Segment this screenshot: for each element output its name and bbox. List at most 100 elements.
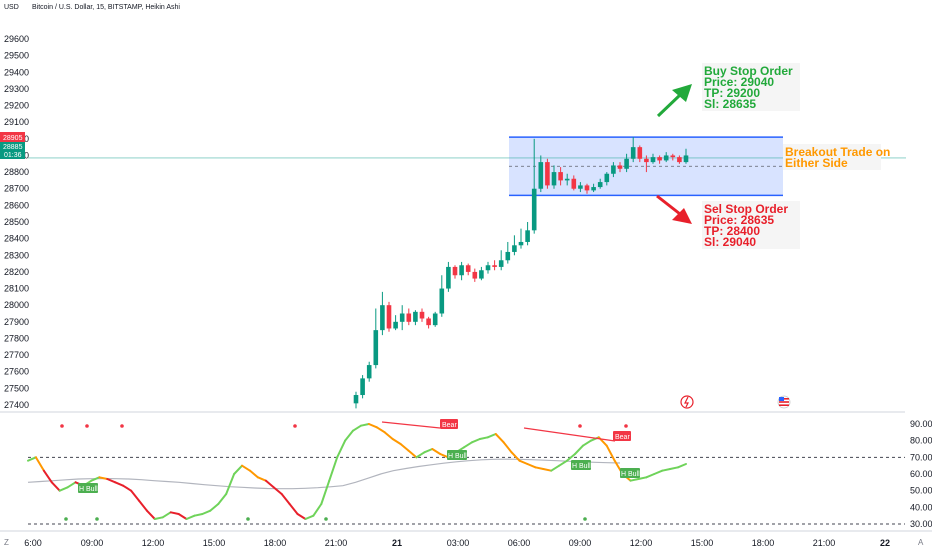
price-tick-label: 28000	[4, 300, 29, 310]
candle	[413, 310, 418, 326]
price-tick-label: 28500	[4, 217, 29, 227]
candle	[353, 391, 359, 409]
candle	[419, 308, 425, 322]
price-tick-label: 27500	[4, 383, 29, 393]
oscillator-segment	[248, 469, 259, 479]
hbull-label-3	[571, 460, 591, 470]
price-panel[interactable]	[0, 0, 906, 409]
auto-scale-label[interactable]: A	[918, 538, 924, 547]
candle	[551, 165, 557, 189]
oscillator-segment	[225, 473, 236, 495]
candle	[531, 138, 537, 234]
candle	[637, 145, 643, 163]
price-tags: 28905 28885 01:36	[0, 132, 25, 159]
oscillator-segment	[27, 456, 37, 462]
price-axis: 2960029500294002930029200291002900028900…	[4, 34, 29, 410]
price-tick-label: 28200	[4, 267, 29, 277]
price-tick-label: 28800	[4, 167, 29, 177]
candle	[373, 308, 379, 369]
oscillator-axis: 90.00 80.00 70.00 60.00 50.00 40.00 30.00	[910, 419, 932, 529]
oscillator-segment	[534, 466, 545, 470]
oscillator-segment	[478, 436, 489, 440]
oscillator-segment	[106, 478, 117, 484]
candle	[564, 173, 570, 186]
candle	[472, 268, 478, 282]
candle	[644, 155, 649, 173]
hbull-label-4-text: H Bull	[621, 471, 640, 478]
candle	[591, 183, 596, 193]
oscillator-segment	[217, 493, 228, 505]
last-price-tag	[0, 142, 25, 159]
oscillator-tick-label: 90.00	[910, 419, 932, 429]
oscillator-tick-label: 80.00	[910, 436, 932, 446]
oscillator-segment	[304, 514, 315, 520]
candle	[624, 153, 629, 173]
time-tick-label: 21	[392, 538, 402, 548]
sell-note-box	[702, 201, 800, 249]
price-tick-label: 29400	[4, 67, 29, 77]
oscillator-segment	[137, 499, 148, 512]
oscillator-segment	[233, 464, 244, 475]
candle	[512, 235, 517, 256]
candle	[670, 153, 676, 161]
time-tick-label: 12:00	[630, 538, 653, 548]
oscillator-tick-label: 70.00	[910, 452, 932, 462]
sell-line-3: TP: 28400	[704, 224, 760, 238]
candle	[683, 148, 689, 164]
price-tick-label: 28600	[4, 200, 29, 210]
oscillator-segment	[439, 453, 450, 459]
candle	[597, 178, 603, 189]
oscillator-segment	[661, 468, 672, 472]
oscillator-segment	[130, 489, 140, 502]
price-tick-label: 28300	[4, 250, 29, 260]
time-tick-label: 03:00	[447, 538, 470, 548]
time-tick-label: 15:00	[203, 538, 226, 548]
breakout-line-1: Breakout Trade on	[785, 145, 890, 159]
price-tick-label: 28400	[4, 234, 29, 244]
oscillator-segment	[264, 479, 275, 489]
oscillator-segment	[241, 464, 251, 472]
zoom-corner-label[interactable]: Z	[4, 538, 9, 547]
us-flag-icon[interactable]	[777, 395, 791, 409]
oscillator-segment	[510, 451, 521, 462]
oscillator-segment	[34, 456, 45, 472]
candle	[406, 308, 412, 326]
time-tick-label: 6:00	[24, 538, 42, 548]
candle	[617, 162, 623, 173]
price-tick-label: 27800	[4, 333, 29, 343]
sell-line-1: Sel Stop Order	[704, 202, 788, 216]
candle	[578, 182, 583, 193]
breakout-line-2: Either Side	[785, 156, 848, 170]
oscillator-segment	[193, 513, 204, 517]
price-tick-label: 28700	[4, 184, 29, 194]
candle	[426, 316, 431, 329]
oscillator-segment	[637, 476, 648, 480]
oscillator-tick-label: 50.00	[910, 486, 932, 496]
bear-divergence-line-2	[523, 427, 616, 442]
lightning-icon[interactable]	[680, 395, 694, 409]
candle	[584, 183, 590, 194]
buy-line-1: Buy Stop Order	[704, 64, 793, 78]
candle	[611, 162, 616, 178]
oscillator-segment	[423, 448, 434, 454]
hbull-label-2	[447, 450, 467, 460]
time-tick-label: 06:00	[508, 538, 531, 548]
oscillator-segment	[470, 438, 481, 444]
price-tick-label: 27700	[4, 350, 29, 360]
oscillator-segment	[320, 479, 331, 505]
oscillator-segment	[272, 486, 283, 495]
buy-arrow-icon	[656, 93, 682, 118]
buy-arrowhead-icon	[672, 84, 692, 102]
oscillator-segment	[677, 463, 687, 469]
candle	[432, 311, 438, 327]
oscillator-segment	[518, 459, 529, 465]
buy-line-2: Price: 29040	[704, 75, 774, 89]
oscillator-panel[interactable]: Bear Bear H Bull H Bull H Bull H Bull	[27, 419, 905, 525]
oscillator-segment	[336, 439, 347, 459]
buy-line-3: TP: 29200	[704, 86, 760, 100]
oscillator-segment	[145, 509, 156, 520]
oscillator-segment	[558, 459, 569, 467]
oscillator-segment	[66, 481, 77, 489]
oscillator-segment	[605, 444, 616, 462]
oscillator-segment	[201, 509, 212, 515]
